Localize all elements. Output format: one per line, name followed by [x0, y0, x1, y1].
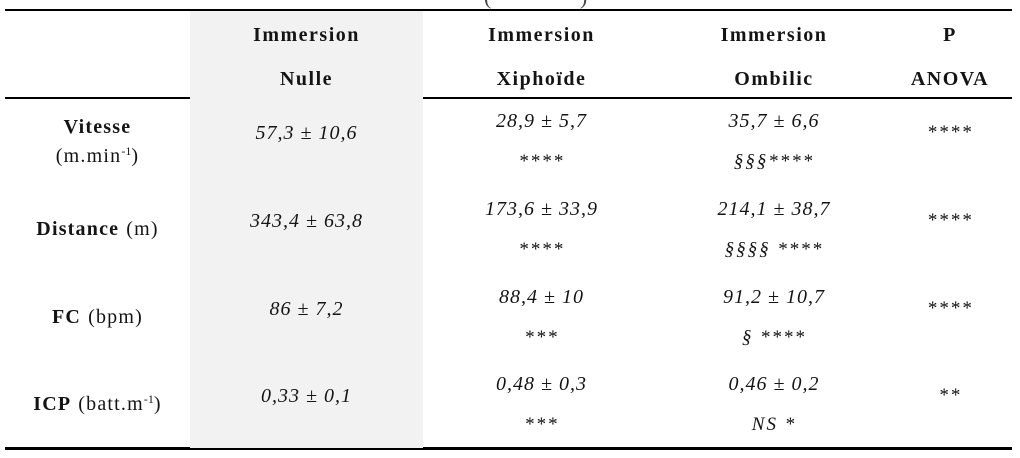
variable-unit: (m.min-1) — [55, 143, 140, 167]
mean-sd-value: 0,33 ± 0,1 — [261, 385, 352, 407]
cell-icp-ombilic: 0,46 ± 0,2 NS * — [660, 360, 888, 448]
header-line: Xiphoïde — [496, 68, 587, 90]
mean-sd-value: 343,4 ± 63,8 — [250, 210, 363, 232]
header-immersion-nulle: Immersion Nulle — [190, 11, 423, 97]
cell-vitesse-nulle: 57,3 ± 10,6 — [190, 97, 423, 185]
cropped-caption-remnant: ( ) — [0, 0, 1020, 9]
results-table: Immersion Nulle Immersion Xiphoïde Immer… — [5, 9, 1012, 450]
variable-unit: (batt.m-1) — [78, 392, 162, 415]
header-line: Immersion — [720, 24, 828, 46]
cell-icp-p: ** — [888, 360, 1012, 448]
header-line: Immersion — [253, 24, 360, 46]
cell-icp-xiphoide: 0,48 ± 0,3 *** — [423, 360, 660, 448]
row-label-icp: ICP (batt.m-1) — [5, 360, 190, 448]
cell-fc-xiphoide: 88,4 ± 10 *** — [423, 273, 660, 360]
cell-vitesse-xiphoide: 28,9 ± 5,7 **** — [423, 97, 660, 185]
variable-name: ICP — [33, 393, 72, 415]
mean-sd-value: 0,46 ± 0,2 — [728, 373, 820, 395]
table-grid: Immersion Nulle Immersion Xiphoïde Immer… — [5, 11, 1012, 448]
mean-sd-value: 214,1 ± 38,7 — [717, 198, 831, 220]
header-line: ANOVA — [910, 68, 990, 90]
mean-sd-value: 57,3 ± 10,6 — [255, 122, 358, 144]
cell-distance-p: **** — [888, 185, 1012, 273]
header-line: Nulle — [279, 68, 334, 90]
header-immersion-xiphoide: Immersion Xiphoïde — [423, 11, 660, 97]
mean-sd-value: 86 ± 7,2 — [269, 297, 344, 320]
cell-vitesse-p: **** — [888, 97, 1012, 185]
header-line: Ombilic — [734, 68, 814, 90]
p-anova-significance: **** — [927, 210, 973, 231]
variable-name: Distance — [36, 218, 120, 240]
significance-marks: § **** — [741, 326, 807, 348]
mean-sd-value: 35,7 ± 6,6 — [728, 110, 820, 132]
variable-unit: (m) — [126, 218, 159, 240]
table-bottom-rule — [5, 447, 1012, 450]
row-label-line: FC (bpm) — [52, 305, 143, 329]
cell-distance-nulle: 343,4 ± 63,8 — [190, 185, 423, 273]
header-immersion-ombilic: Immersion Ombilic — [660, 11, 888, 97]
p-anova-significance: **** — [927, 122, 973, 143]
header-line: P — [943, 24, 957, 46]
header-separator-rule — [5, 97, 1012, 99]
caption-paren-left: ( — [484, 0, 491, 9]
significance-marks: §§§§ **** — [724, 239, 824, 260]
unit-superscript: -1 — [143, 392, 154, 406]
cell-distance-ombilic: 214,1 ± 38,7 §§§§ **** — [660, 185, 888, 273]
p-anova-significance: ** — [938, 385, 962, 406]
mean-sd-value: 0,48 ± 0,3 — [496, 373, 587, 395]
row-label-line: Distance (m) — [36, 217, 158, 241]
unit-superscript: -1 — [121, 143, 132, 158]
significance-marks: NS * — [751, 414, 797, 435]
significance-marks: *** — [524, 326, 559, 348]
mean-sd-value: 88,4 ± 10 — [499, 285, 584, 308]
caption-paren-right: ) — [580, 0, 587, 9]
cell-vitesse-ombilic: 35,7 ± 6,6 §§§**** — [660, 97, 888, 185]
header-line: Immersion — [488, 24, 595, 46]
row-label-vitesse: Vitesse (m.min-1) — [5, 97, 190, 185]
cell-icp-nulle: 0,33 ± 0,1 — [190, 360, 423, 448]
significance-marks: *** — [524, 414, 559, 435]
table-top-rule — [5, 9, 1012, 11]
cell-distance-xiphoide: 173,6 ± 33,9 **** — [423, 185, 660, 273]
header-p-anova: P ANOVA — [888, 11, 1012, 97]
significance-marks: **** — [518, 151, 565, 172]
variable-name: Vitesse — [63, 115, 132, 138]
cell-fc-ombilic: 91,2 ± 10,7 § **** — [660, 273, 888, 360]
row-label-line: ICP (batt.m-1) — [33, 392, 162, 416]
significance-marks: **** — [518, 239, 565, 260]
row-label-distance: Distance (m) — [5, 185, 190, 273]
cell-fc-nulle: 86 ± 7,2 — [190, 273, 423, 360]
row-label-line: Vitesse (m.min-1) — [56, 115, 139, 168]
header-empty-cell — [5, 11, 190, 97]
p-anova-significance: **** — [927, 297, 973, 319]
mean-sd-value: 28,9 ± 5,7 — [496, 110, 587, 132]
variable-name: FC — [52, 305, 82, 328]
significance-marks: §§§**** — [733, 151, 815, 172]
cell-fc-p: **** — [888, 273, 1012, 360]
variable-unit: (bpm) — [88, 305, 143, 328]
row-label-fc: FC (bpm) — [5, 273, 190, 360]
mean-sd-value: 173,6 ± 33,9 — [485, 198, 598, 220]
mean-sd-value: 91,2 ± 10,7 — [723, 285, 825, 308]
